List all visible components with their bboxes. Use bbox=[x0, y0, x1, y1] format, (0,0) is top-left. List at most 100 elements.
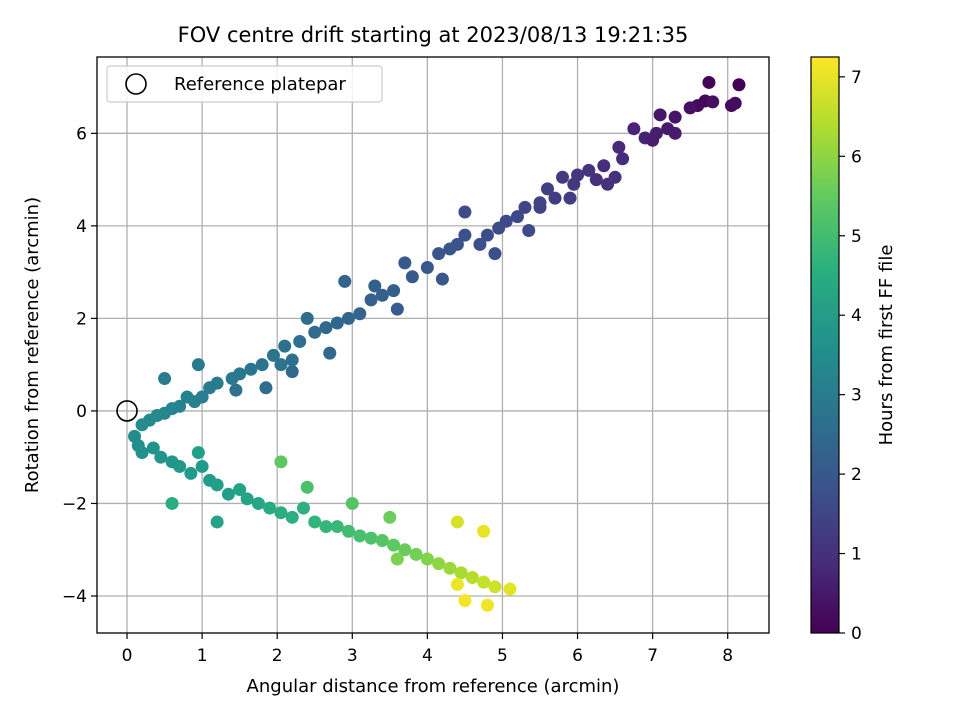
data-point bbox=[353, 307, 367, 321]
data-point bbox=[240, 492, 254, 506]
data-point bbox=[409, 547, 423, 561]
data-point bbox=[465, 570, 479, 584]
data-point bbox=[274, 358, 288, 372]
data-point bbox=[387, 538, 401, 552]
data-point bbox=[728, 96, 742, 110]
x-tick-label: 5 bbox=[497, 646, 508, 666]
data-point bbox=[668, 110, 682, 124]
data-point bbox=[405, 270, 419, 284]
colorbar-tick-label: 4 bbox=[851, 306, 862, 326]
x-tick-label: 0 bbox=[122, 646, 133, 666]
colorbar-tick-label: 7 bbox=[851, 68, 862, 88]
data-point bbox=[477, 524, 491, 538]
data-point bbox=[173, 459, 187, 473]
y-tick-label: −2 bbox=[62, 494, 87, 514]
data-point bbox=[180, 390, 194, 404]
x-axis-ticks: 0 1 2 3 4 5 6 7 8 bbox=[122, 633, 733, 666]
data-point bbox=[548, 191, 562, 205]
data-point bbox=[458, 205, 472, 219]
data-point bbox=[300, 480, 314, 494]
data-point bbox=[522, 223, 536, 237]
data-point bbox=[330, 520, 344, 534]
data-point bbox=[435, 272, 449, 286]
data-point bbox=[375, 288, 389, 302]
data-point bbox=[353, 529, 367, 543]
colorbar-tick-label: 0 bbox=[851, 624, 862, 644]
data-point bbox=[488, 247, 502, 261]
x-axis-label: Angular distance from reference (arcmin) bbox=[247, 676, 620, 697]
x-tick-label: 1 bbox=[197, 646, 208, 666]
data-point bbox=[210, 515, 224, 529]
data-point bbox=[383, 510, 397, 524]
x-tick-label: 6 bbox=[572, 646, 583, 666]
data-point bbox=[278, 339, 292, 353]
data-point bbox=[191, 446, 205, 460]
y-axis-label: Rotation from reference (arcmin) bbox=[22, 197, 43, 493]
data-point bbox=[338, 274, 352, 288]
legend-entry: Reference platepar bbox=[174, 74, 346, 95]
data-point bbox=[612, 140, 626, 154]
colorbar-tick-label: 5 bbox=[851, 227, 862, 247]
data-point bbox=[274, 506, 288, 520]
data-point bbox=[732, 78, 746, 92]
data-point bbox=[293, 335, 307, 349]
x-tick-label: 2 bbox=[272, 646, 283, 666]
data-point bbox=[567, 177, 581, 191]
data-point bbox=[225, 372, 239, 386]
data-point bbox=[458, 228, 472, 242]
data-point bbox=[233, 483, 247, 497]
y-tick-label: 2 bbox=[76, 309, 87, 329]
x-tick-label: 8 bbox=[722, 646, 733, 666]
data-point bbox=[203, 381, 217, 395]
data-point bbox=[398, 543, 412, 557]
data-point bbox=[390, 302, 404, 316]
data-point bbox=[285, 365, 299, 379]
reference-marker bbox=[116, 400, 138, 422]
data-point bbox=[563, 191, 577, 205]
legend: Reference platepar bbox=[106, 65, 383, 103]
y-tick-label: 0 bbox=[76, 402, 87, 422]
colorbar-ticks: 0 1 2 3 4 5 6 7 bbox=[839, 68, 862, 644]
data-point bbox=[683, 101, 697, 115]
data-point bbox=[259, 381, 273, 395]
y-axis-ticks: −4 −2 0 2 4 6 bbox=[62, 124, 97, 607]
data-point bbox=[375, 533, 389, 547]
data-point bbox=[285, 510, 299, 524]
data-point bbox=[319, 520, 333, 534]
data-point bbox=[597, 159, 611, 173]
data-point bbox=[330, 316, 344, 330]
data-point bbox=[450, 577, 464, 591]
data-point bbox=[135, 418, 149, 432]
data-point bbox=[454, 566, 468, 580]
data-point bbox=[285, 353, 299, 367]
data-point bbox=[480, 228, 494, 242]
data-point bbox=[165, 496, 179, 510]
colorbar-gradient bbox=[810, 56, 840, 634]
x-tick-label: 7 bbox=[647, 646, 658, 666]
data-point bbox=[274, 455, 288, 469]
data-point bbox=[653, 108, 667, 122]
data-point bbox=[191, 358, 205, 372]
data-point bbox=[195, 459, 209, 473]
colorbar-tick-label: 2 bbox=[851, 465, 862, 485]
y-tick-label: 6 bbox=[76, 124, 87, 144]
data-point bbox=[477, 575, 491, 589]
data-point bbox=[308, 515, 322, 529]
data-point bbox=[706, 95, 720, 109]
x-tick-label: 3 bbox=[347, 646, 358, 666]
data-point bbox=[296, 501, 310, 515]
data-point bbox=[308, 325, 322, 339]
data-point bbox=[510, 210, 524, 224]
data-point bbox=[154, 450, 168, 464]
data-point bbox=[266, 348, 280, 362]
data-point bbox=[398, 256, 412, 270]
data-point bbox=[420, 261, 434, 275]
colorbar-tick-label: 1 bbox=[851, 545, 862, 565]
colorbar-label: Hours from first FF file bbox=[876, 245, 897, 446]
data-point bbox=[443, 242, 457, 256]
data-point bbox=[210, 478, 224, 492]
y-tick-label: −4 bbox=[62, 587, 87, 607]
data-point bbox=[345, 496, 359, 510]
